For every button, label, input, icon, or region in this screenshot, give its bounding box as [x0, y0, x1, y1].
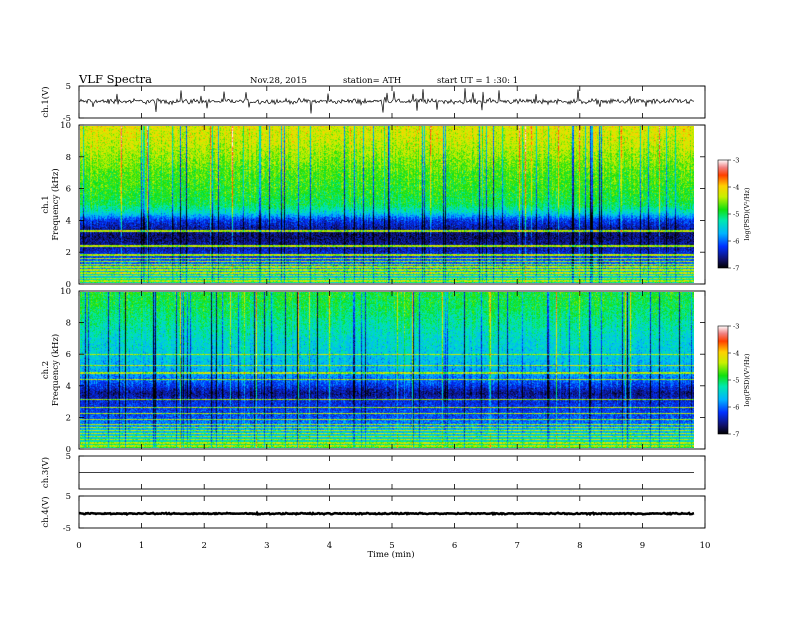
y-tick-label: 8 — [66, 319, 71, 329]
x-axis: 0 1 2 3 4 5 6 7 8 9 10 — [76, 541, 710, 551]
y-axis-label-channel: ch.2 — [41, 361, 51, 379]
y-tick-label: 5 — [66, 82, 71, 92]
x-axis-label: Time (min) — [367, 549, 414, 560]
y-tick-label: 4 — [66, 216, 71, 226]
y-axis-label: ch.3(V) — [40, 457, 51, 488]
y-tick-label: 2 — [66, 413, 71, 423]
spectrogram-image — [80, 292, 694, 448]
colorbar-label: log(PSD)(V²/Hz) — [743, 353, 751, 406]
colorbar-tick-label: -6 — [733, 404, 739, 412]
colorbar-label: log(PSD)(V²/Hz) — [743, 187, 751, 240]
y-tick-label: 10 — [60, 121, 71, 131]
y-axis-label: ch.4(V) — [40, 496, 51, 527]
y-tick-label: 0 — [66, 445, 71, 455]
y-tick-label: 4 — [66, 382, 71, 392]
x-tick-label: 8 — [577, 541, 582, 551]
x-tick-label: 4 — [327, 541, 332, 551]
colorbar-tick-label: -4 — [733, 184, 739, 192]
colorbar — [717, 325, 729, 435]
x-tick-label: 10 — [700, 541, 711, 551]
colorbar-tick-label: -5 — [733, 377, 739, 385]
colorbar — [717, 159, 729, 269]
colorbar-tick-label: -3 — [733, 157, 739, 165]
y-axis-label-frequency: Frequency (kHz) — [50, 168, 61, 240]
x-tick-label: 0 — [76, 541, 81, 551]
date-label: Nov.28, 2015 — [250, 76, 307, 86]
colorbar-tick-label: -5 — [733, 211, 739, 219]
x-tick-label: 7 — [514, 541, 519, 551]
y-axis-label-frequency: Frequency (kHz) — [50, 334, 61, 406]
y-axis-label: ch.1(V) — [40, 86, 51, 117]
x-tick-label: 3 — [264, 541, 269, 551]
y-tick-label: 5 — [66, 452, 71, 462]
y-tick-label: 6 — [66, 185, 71, 195]
y-tick-label: -5 — [63, 524, 71, 534]
x-tick-label: 1 — [139, 541, 144, 551]
figure-title: VLF Spectra — [78, 72, 152, 86]
x-tick-label: 2 — [201, 541, 206, 551]
y-tick-label: 8 — [66, 153, 71, 163]
x-tick-label: 6 — [452, 541, 457, 551]
y-tick-label: 5 — [66, 492, 71, 502]
colorbar-tick-label: -6 — [733, 238, 739, 246]
y-tick-label: 6 — [66, 350, 71, 360]
waveform-trace — [78, 88, 695, 114]
y-tick-label: 2 — [66, 248, 71, 258]
y-axis-label-channel: ch.1 — [41, 195, 51, 213]
y-tick-label: 0 — [66, 280, 71, 290]
y-tick-label: 10 — [60, 287, 71, 297]
waveform-trace — [78, 510, 695, 517]
colorbar-tick-label: -7 — [733, 431, 739, 439]
spectrogram-image — [80, 126, 694, 283]
colorbar-tick-label: -4 — [733, 350, 739, 358]
y-tick-label: -5 — [63, 114, 71, 124]
x-tick-label: 5 — [389, 541, 394, 551]
x-tick-label: 9 — [640, 541, 645, 551]
station-label: station= ATH — [343, 76, 401, 86]
colorbar-tick-label: -3 — [733, 323, 739, 331]
start-time-label: start UT = 1 :30: 1 — [437, 76, 518, 86]
colorbar-tick-label: -7 — [733, 265, 739, 273]
